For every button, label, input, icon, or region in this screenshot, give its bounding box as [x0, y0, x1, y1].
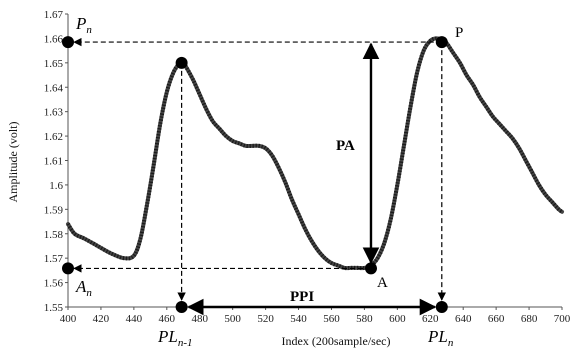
signal-line [66, 36, 564, 271]
x-tick-label: 400 [60, 313, 77, 325]
y-tick-label: 1.58 [44, 229, 64, 241]
x-tick-label: 520 [257, 313, 274, 325]
y-tick-label: 1.61 [44, 156, 63, 168]
y-tick-label: 1.64 [44, 82, 64, 94]
x-tick-label: 640 [455, 313, 472, 325]
x-tick-label: 540 [290, 313, 307, 325]
pn-label: Pn [75, 14, 92, 36]
y-tick-label: 1.57 [44, 253, 64, 265]
pln1-label-main: PL [157, 327, 178, 346]
pln-label: PLn [427, 327, 454, 349]
ppi-label: PPI [290, 289, 314, 305]
y-tick-label: 1.67 [44, 9, 64, 21]
y-tick-label: 1.6 [49, 180, 63, 192]
x-tick-label: 460 [159, 313, 176, 325]
key-point-p [435, 36, 448, 49]
pln-label-main: PL [427, 327, 448, 346]
a-label: A [377, 275, 388, 291]
key-points [62, 36, 448, 313]
chart-axes [67, 14, 562, 308]
p-label: P [455, 25, 463, 41]
pln-label-sub: n [448, 337, 454, 349]
key-point-p-n [62, 36, 74, 49]
y-tick-label: 1.55 [44, 302, 64, 314]
pln1-label: PLn-1 [157, 327, 193, 349]
y-tick-label: 1.65 [44, 58, 64, 70]
pln1-label-sub: n-1 [178, 337, 193, 349]
x-tick-label: 620 [422, 313, 439, 325]
y-tick-label: 1.66 [44, 33, 64, 45]
an-label-main: A [75, 277, 87, 296]
x-tick-label: 680 [521, 313, 538, 325]
x-tick-label: 440 [126, 313, 143, 325]
y-tick-label: 1.59 [44, 204, 64, 216]
x-tick-label: 500 [224, 313, 241, 325]
x-axis-title: Index (200sample/sec) [282, 334, 391, 348]
x-tick-label: 560 [323, 313, 340, 325]
x-tick-label: 420 [93, 313, 110, 325]
key-point-peak-prev [175, 56, 188, 69]
y-tick-label: 1.63 [44, 107, 64, 119]
x-tick-label: 660 [488, 313, 505, 325]
y-axis-title: Amplitude (volt) [6, 122, 20, 203]
key-point-a-n [62, 262, 74, 275]
annotation-lines [73, 37, 446, 316]
key-point-a [364, 262, 377, 275]
y-tick-label: 1.56 [44, 278, 64, 290]
x-tick-labels: 400 420 440 460 480 500 520 540 560 580 600 620 640 6… [60, 307, 571, 325]
y-tick-labels: 1.55 1.56 1.57 1.58 1.59 1.6 1.61 1.62 1.63 1.64 1… [44, 9, 68, 314]
pa-label: PA [336, 138, 355, 154]
an-label: An [75, 277, 92, 299]
pn-label-sub: n [86, 24, 92, 36]
key-point-pl-n [435, 301, 448, 313]
key-point-pl-n-1 [175, 301, 188, 313]
x-tick-label: 600 [389, 313, 406, 325]
x-tick-label: 480 [191, 313, 208, 325]
an-label-sub: n [86, 287, 92, 299]
pn-label-main: P [75, 14, 86, 33]
y-tick-label: 1.62 [44, 131, 63, 143]
series-layer [66, 36, 564, 271]
x-tick-label: 580 [356, 313, 373, 325]
x-tick-label: 700 [554, 313, 571, 325]
